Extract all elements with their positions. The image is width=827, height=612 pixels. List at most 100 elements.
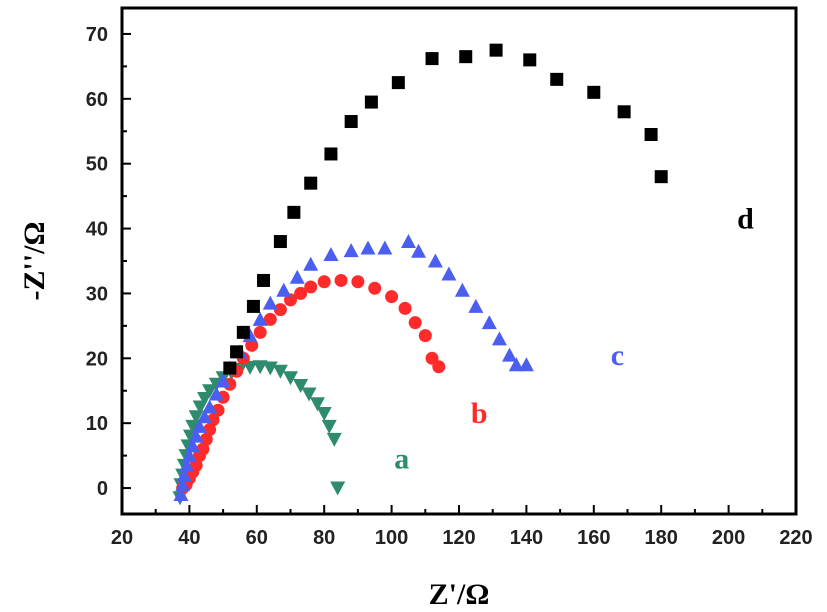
data-point-b — [368, 281, 382, 295]
data-point-b — [263, 312, 277, 326]
data-point-b — [294, 286, 308, 300]
data-point-c — [173, 487, 189, 502]
data-point-a — [283, 371, 298, 386]
plot-frame — [120, 6, 798, 516]
data-point-c — [176, 467, 192, 482]
series-label-b: b — [471, 397, 488, 430]
data-point-c — [491, 331, 507, 346]
x-tick-label: 60 — [246, 527, 268, 549]
x-tick-label: 200 — [712, 527, 745, 549]
data-point-b — [351, 275, 365, 289]
y-tick-label: 50 — [86, 154, 108, 176]
data-point-d — [523, 53, 537, 67]
data-point-c — [411, 243, 427, 258]
data-point-d — [391, 76, 405, 90]
data-point-d — [257, 273, 271, 287]
data-point-c — [427, 253, 443, 268]
x-tick-label: 160 — [577, 527, 610, 549]
data-point-a — [252, 360, 268, 375]
series-d — [223, 43, 668, 375]
data-point-c — [303, 256, 319, 271]
data-point-a — [301, 387, 317, 402]
data-point-c — [208, 386, 224, 401]
y-tick-label: 0 — [97, 478, 108, 500]
y-tick-label: 10 — [86, 413, 108, 435]
data-point-d — [459, 50, 473, 64]
data-point-a — [316, 406, 332, 421]
data-point-b — [334, 273, 348, 287]
data-point-b — [317, 275, 331, 289]
data-point-a — [330, 481, 346, 496]
data-point-b — [408, 316, 422, 330]
data-point-d — [236, 325, 250, 339]
data-point-c — [323, 247, 339, 262]
y-tick-label: 40 — [86, 219, 108, 241]
data-point-c — [518, 357, 534, 372]
x-tick-label: 180 — [645, 527, 678, 549]
data-point-d — [617, 105, 631, 119]
data-point-b — [304, 280, 318, 294]
data-point-c — [502, 347, 518, 362]
x-axis-title: Z'/Ω — [429, 578, 490, 611]
data-point-a — [272, 364, 288, 379]
y-tick-label: 70 — [86, 24, 108, 46]
data-point-d — [364, 95, 378, 109]
data-point-c — [179, 457, 195, 472]
data-point-d — [654, 170, 668, 184]
series-a — [172, 360, 346, 506]
data-point-a — [242, 360, 258, 375]
data-point-a — [321, 419, 337, 434]
data-point-d — [246, 299, 260, 313]
x-tick-label: 220 — [779, 527, 812, 549]
data-point-c — [343, 243, 359, 258]
data-point-c — [360, 240, 376, 255]
data-point-c — [441, 266, 457, 281]
data-point-c — [377, 240, 393, 255]
x-tick-label: 20 — [111, 527, 133, 549]
data-point-b — [432, 360, 446, 374]
data-point-b — [418, 329, 432, 343]
series-label-c: c — [611, 339, 624, 372]
data-point-b — [398, 301, 412, 315]
data-point-d — [324, 147, 338, 161]
data-points-layer — [172, 43, 668, 506]
data-point-c — [175, 477, 191, 492]
y-tick-label: 20 — [86, 348, 108, 370]
y-tick-label: 30 — [86, 283, 108, 305]
y-tick-label: 60 — [86, 89, 108, 111]
data-point-c — [202, 399, 218, 414]
x-tick-label: 80 — [313, 527, 335, 549]
data-point-c — [468, 298, 484, 313]
x-tick-label: 140 — [510, 527, 543, 549]
data-point-d — [304, 176, 318, 190]
data-point-d — [550, 72, 564, 86]
data-point-c — [276, 282, 292, 297]
data-point-c — [215, 373, 231, 388]
data-point-d — [230, 345, 244, 359]
data-point-c — [481, 315, 497, 330]
series-labels: a b c d — [394, 203, 754, 476]
data-point-c — [289, 269, 305, 284]
data-point-d — [489, 43, 503, 57]
data-point-d — [287, 205, 301, 219]
data-point-b — [253, 325, 267, 339]
series-label-a: a — [394, 443, 409, 476]
data-point-a — [202, 384, 218, 399]
series-label-d: d — [737, 203, 754, 236]
x-tick-label: 100 — [375, 527, 408, 549]
data-point-a — [326, 432, 342, 447]
data-point-c — [252, 311, 268, 326]
data-point-d — [273, 235, 287, 249]
data-point-d — [344, 115, 358, 129]
data-point-c — [454, 282, 470, 297]
data-point-b — [385, 290, 399, 304]
x-tick-label: 120 — [442, 527, 475, 549]
data-point-d — [587, 85, 601, 99]
data-point-c — [181, 448, 197, 463]
data-point-d — [644, 128, 658, 141]
data-point-c — [188, 428, 204, 443]
axis-ticks: 20 40 60 80 100 120 140 160 180 200 220 0 10 20 30 40 50… — [86, 24, 813, 549]
data-point-c — [400, 234, 416, 249]
data-point-c — [197, 409, 213, 424]
